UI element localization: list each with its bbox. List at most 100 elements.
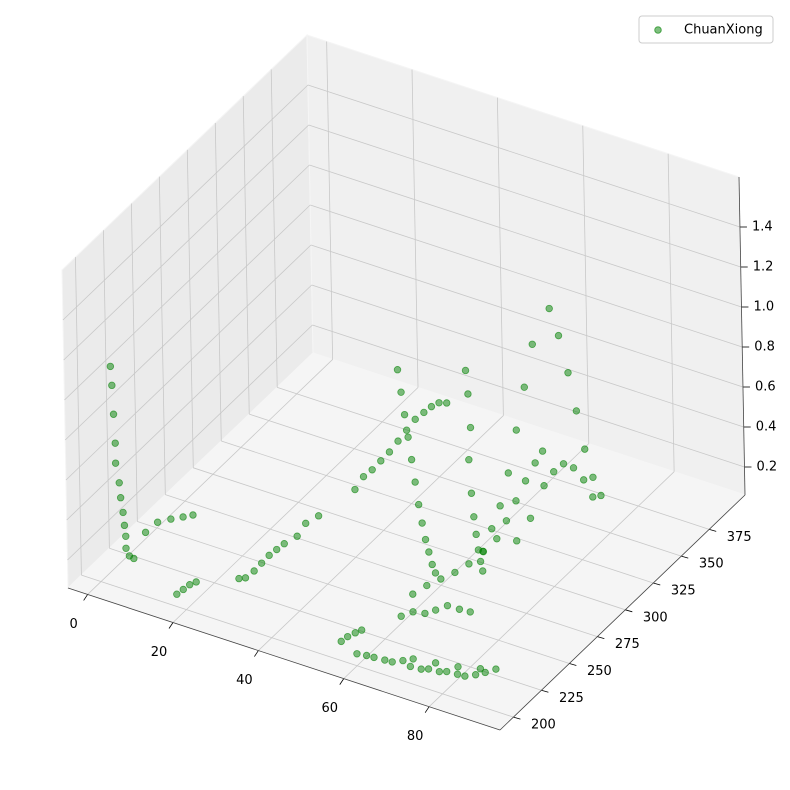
point — [559, 460, 568, 468]
point — [428, 560, 436, 569]
grid-line — [326, 41, 334, 360]
point — [343, 632, 352, 641]
point — [471, 671, 480, 679]
tick-mark — [709, 528, 717, 532]
point — [385, 448, 394, 456]
point — [397, 612, 405, 620]
grid-line — [81, 574, 514, 718]
point — [496, 502, 504, 510]
point — [141, 528, 150, 537]
tick-mark — [625, 609, 633, 613]
grid-line — [158, 176, 166, 495]
point — [502, 517, 511, 525]
point — [431, 569, 440, 577]
point — [273, 545, 281, 554]
x-tick-label: 40 — [236, 673, 253, 688]
point — [351, 629, 359, 637]
point — [435, 399, 443, 407]
grid-line — [130, 203, 138, 522]
point — [280, 540, 288, 548]
point — [526, 514, 535, 522]
grid-line — [277, 386, 710, 530]
point — [351, 485, 359, 494]
point — [404, 433, 412, 441]
point — [122, 532, 130, 540]
z-tick-label: 1.0 — [753, 300, 774, 315]
point — [108, 381, 116, 390]
point — [106, 362, 115, 371]
tick-mark — [83, 594, 88, 601]
point — [488, 525, 496, 533]
grid — [62, 41, 745, 718]
point — [531, 459, 539, 467]
point — [538, 447, 547, 455]
z-tick-label: 1.2 — [753, 260, 774, 275]
point — [550, 468, 558, 476]
point — [400, 410, 409, 419]
tick-mark — [513, 716, 521, 720]
y-tick-label: 200 — [531, 718, 556, 733]
grid-line — [75, 257, 82, 576]
point — [467, 489, 476, 497]
point — [153, 518, 162, 526]
tick-mark — [681, 555, 689, 559]
point — [393, 366, 402, 374]
point — [512, 497, 520, 505]
point — [479, 547, 488, 556]
legend: ChuanXiong — [638, 15, 774, 44]
legend-box — [638, 15, 774, 44]
point — [453, 670, 462, 678]
point — [466, 423, 475, 432]
grid-line — [428, 471, 675, 707]
legend-label: ChuanXiong — [684, 23, 763, 38]
point — [472, 530, 480, 539]
grid-line — [309, 164, 742, 308]
tick-mark — [597, 636, 605, 640]
point — [569, 464, 578, 472]
point — [111, 439, 119, 447]
grid-line — [249, 413, 682, 557]
grid-line — [310, 204, 743, 348]
z-tick-label: 0.4 — [756, 420, 777, 435]
grid-line — [312, 324, 745, 468]
point — [431, 606, 440, 614]
point — [394, 437, 402, 445]
grid-line — [165, 494, 598, 638]
grid-line — [186, 149, 194, 468]
point — [461, 366, 470, 375]
grid-line — [214, 122, 222, 441]
point — [130, 554, 138, 563]
grid-line — [63, 124, 309, 361]
x-tick-label: 60 — [321, 701, 338, 716]
point — [185, 581, 194, 589]
point — [581, 445, 589, 453]
point — [454, 663, 462, 671]
point — [545, 304, 553, 313]
point — [437, 575, 445, 583]
grid-line — [308, 124, 741, 268]
point — [189, 511, 197, 519]
point — [421, 609, 429, 618]
axis-line — [67, 587, 501, 731]
point — [353, 650, 361, 658]
point — [241, 574, 250, 582]
point — [442, 667, 451, 676]
point — [451, 568, 459, 577]
point — [579, 476, 588, 484]
z-tick-label: 0.2 — [756, 460, 777, 475]
grid-line — [667, 153, 675, 472]
grid-line — [66, 284, 312, 521]
grid-line — [242, 96, 250, 415]
y-tick-label: 300 — [643, 610, 668, 625]
panes — [61, 33, 746, 731]
point — [409, 590, 417, 598]
point — [357, 626, 366, 634]
point — [493, 535, 501, 543]
point — [411, 415, 419, 424]
z-tick-label: 0.6 — [755, 380, 776, 395]
grid-line — [310, 244, 744, 388]
point — [464, 390, 472, 398]
point — [414, 500, 423, 509]
